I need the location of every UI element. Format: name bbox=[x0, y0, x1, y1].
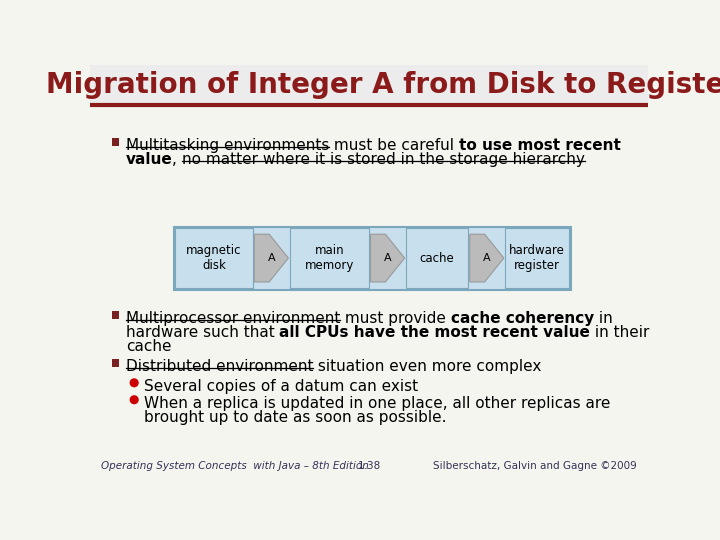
Bar bbox=[112, 359, 120, 367]
Text: main
memory: main memory bbox=[305, 244, 354, 272]
Text: 1.38: 1.38 bbox=[357, 461, 381, 471]
Circle shape bbox=[130, 396, 138, 403]
Text: When a replica is updated in one place, all other replicas are: When a replica is updated in one place, … bbox=[144, 396, 611, 411]
Text: cache: cache bbox=[126, 339, 171, 354]
Text: hardware such that: hardware such that bbox=[126, 325, 279, 340]
Bar bbox=[112, 138, 120, 146]
Text: magnetic
disk: magnetic disk bbox=[186, 244, 242, 272]
Text: ,: , bbox=[172, 152, 182, 167]
Polygon shape bbox=[469, 234, 504, 282]
Circle shape bbox=[130, 379, 138, 387]
Polygon shape bbox=[371, 234, 405, 282]
Text: in: in bbox=[594, 311, 613, 326]
Text: A: A bbox=[384, 253, 392, 263]
Text: must be careful: must be careful bbox=[329, 138, 459, 153]
Polygon shape bbox=[254, 234, 289, 282]
Text: hardware
register: hardware register bbox=[509, 244, 565, 272]
Text: Multiprocessor environment: Multiprocessor environment bbox=[126, 311, 340, 326]
Text: no matter where it is stored in the storage hierarchy: no matter where it is stored in the stor… bbox=[182, 152, 585, 167]
Text: Several copies of a datum can exist: Several copies of a datum can exist bbox=[144, 379, 418, 394]
Bar bbox=[112, 311, 120, 319]
Bar bbox=[174, 226, 570, 289]
Bar bbox=[505, 228, 569, 288]
Text: Multitasking environments: Multitasking environments bbox=[126, 138, 329, 153]
Bar bbox=[406, 228, 468, 288]
Text: all CPUs have the most recent value: all CPUs have the most recent value bbox=[279, 325, 590, 340]
Text: A: A bbox=[268, 253, 275, 263]
Bar bbox=[290, 228, 369, 288]
Text: must provide: must provide bbox=[340, 311, 451, 326]
Text: in their: in their bbox=[590, 325, 649, 340]
Text: cache: cache bbox=[420, 252, 454, 265]
Text: Distributed environment: Distributed environment bbox=[126, 359, 313, 374]
Bar bbox=[175, 228, 253, 288]
Text: situation even more complex: situation even more complex bbox=[313, 359, 541, 374]
Text: A: A bbox=[483, 253, 490, 263]
Text: value: value bbox=[126, 152, 172, 167]
Text: Operating System Concepts  with Java – 8th Edition: Operating System Concepts with Java – 8t… bbox=[101, 461, 369, 471]
Text: Silberschatz, Galvin and Gagne ©2009: Silberschatz, Galvin and Gagne ©2009 bbox=[433, 461, 637, 471]
Text: brought up to date as soon as possible.: brought up to date as soon as possible. bbox=[144, 410, 446, 425]
Text: Migration of Integer A from Disk to Register: Migration of Integer A from Disk to Regi… bbox=[46, 71, 720, 99]
Bar bbox=[90, 65, 648, 105]
Text: to use most recent: to use most recent bbox=[459, 138, 621, 153]
Text: cache coherency: cache coherency bbox=[451, 311, 594, 326]
